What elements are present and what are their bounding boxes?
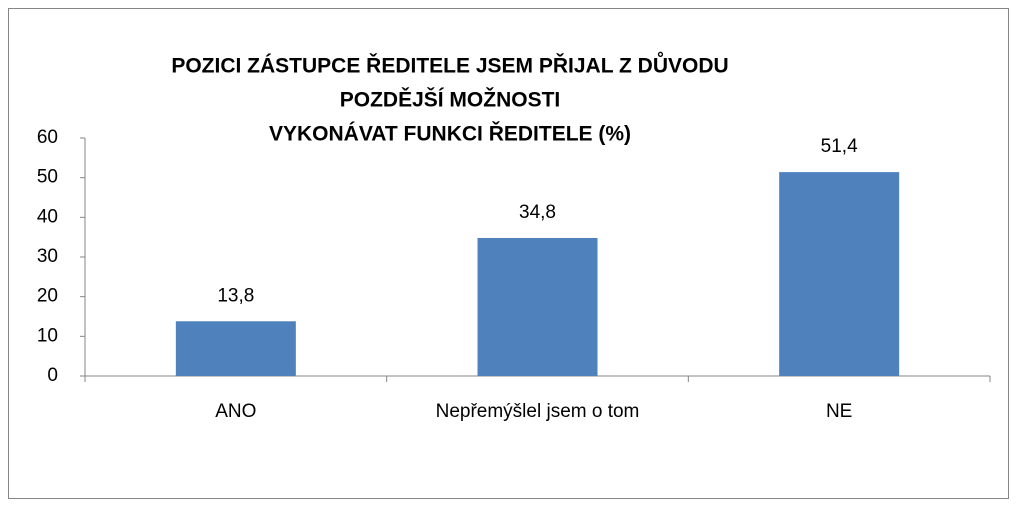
y-tick-label: 0 xyxy=(47,365,58,386)
x-tick-label: Nepřemýšlel jsem o tom xyxy=(436,401,640,422)
bar xyxy=(175,321,296,376)
data-label: 13,8 xyxy=(217,285,254,306)
data-label: 34,8 xyxy=(519,202,556,223)
bar xyxy=(779,172,900,376)
y-tick-label: 20 xyxy=(37,286,58,307)
y-tick-label: 40 xyxy=(37,206,58,227)
chart-title: POZICI ZÁSTUPCE ŘEDITELE JSEM PŘIJAL Z D… xyxy=(171,52,728,78)
x-tick-label: ANO xyxy=(215,401,256,422)
chart-title: POZDĚJŠÍ MOŽNOSTI xyxy=(340,88,561,112)
y-tick-label: 10 xyxy=(37,325,58,346)
data-label: 51,4 xyxy=(821,136,858,157)
chart-title: VYKONÁVAT FUNKCI ŘEDITELE (%) xyxy=(269,122,631,146)
y-tick-label: 30 xyxy=(37,246,58,267)
y-tick-label: 60 xyxy=(37,127,58,148)
y-tick-label: 50 xyxy=(37,167,58,188)
x-tick-label: NE xyxy=(826,401,852,422)
bar xyxy=(477,237,598,376)
